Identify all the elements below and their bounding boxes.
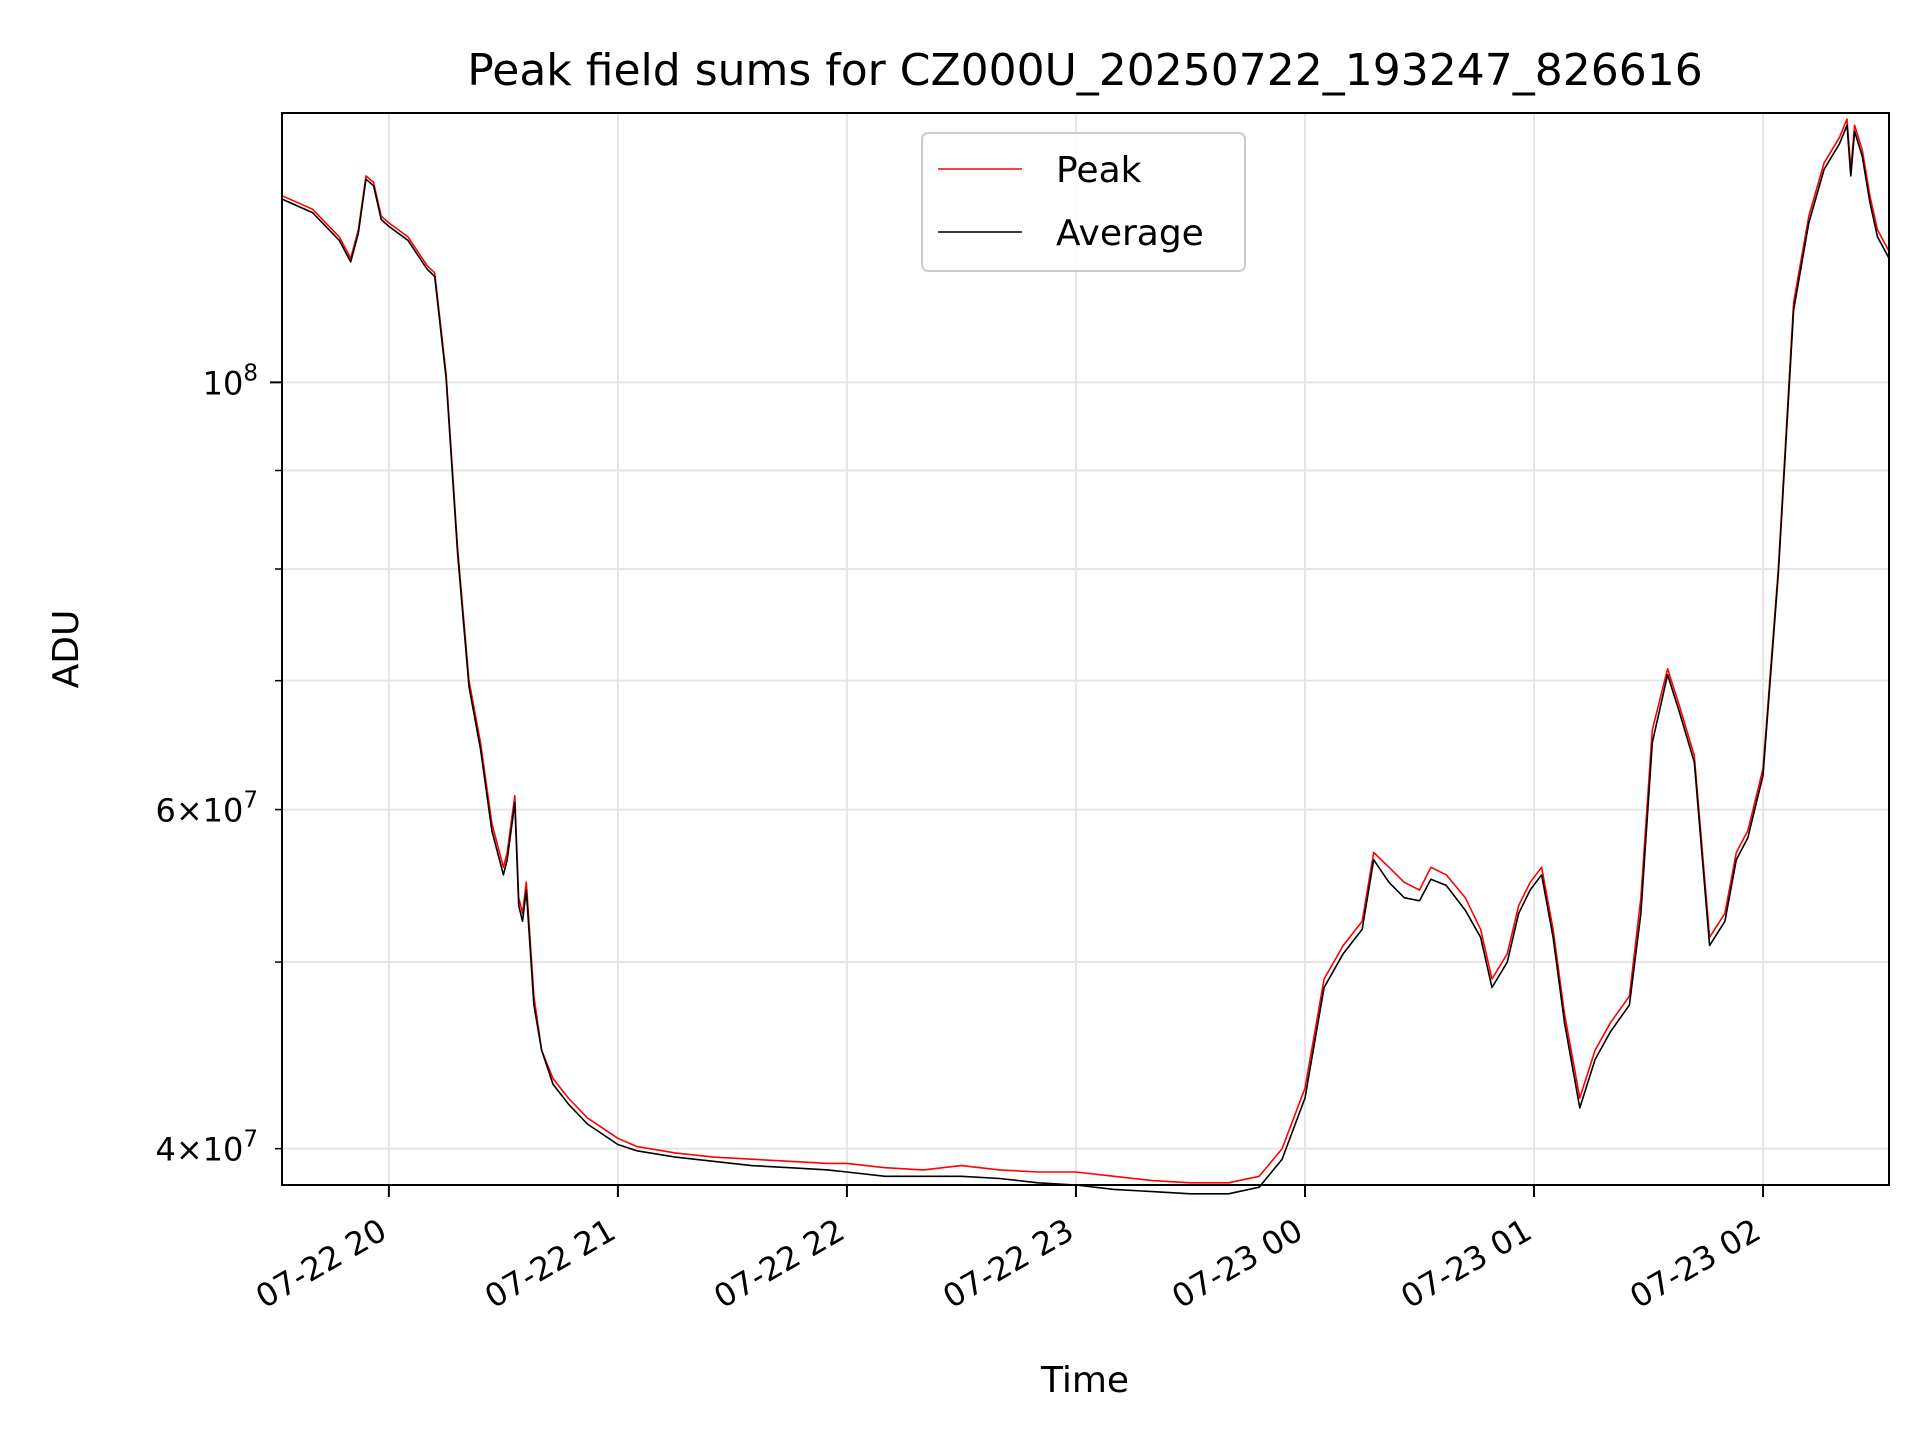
legend-box	[921, 132, 1246, 272]
y-axis-label: ADU	[46, 610, 87, 689]
series-layer	[281, 118, 1890, 1195]
grid	[282, 113, 1889, 1185]
series-line-average	[281, 124, 1890, 1195]
plot-frame	[281, 112, 1890, 1186]
y-tick-label: 4×107	[155, 1127, 258, 1169]
chart-title: Peak field sums for CZ000U_20250722_1932…	[467, 45, 1702, 96]
series-line-peak	[281, 118, 1890, 1184]
legend-label-average: Average	[1056, 213, 1204, 254]
legend: Peak Average	[921, 132, 1246, 272]
legend-label-peak: Peak	[1056, 150, 1142, 191]
plot-area-background	[282, 113, 1889, 1185]
x-axis-label: Time	[1040, 1360, 1129, 1401]
y-tick-label: 6×107	[155, 788, 258, 830]
y-tick-label: 108	[203, 360, 258, 402]
y-axis-ticks: 108 4×107 6×107	[155, 360, 282, 1169]
